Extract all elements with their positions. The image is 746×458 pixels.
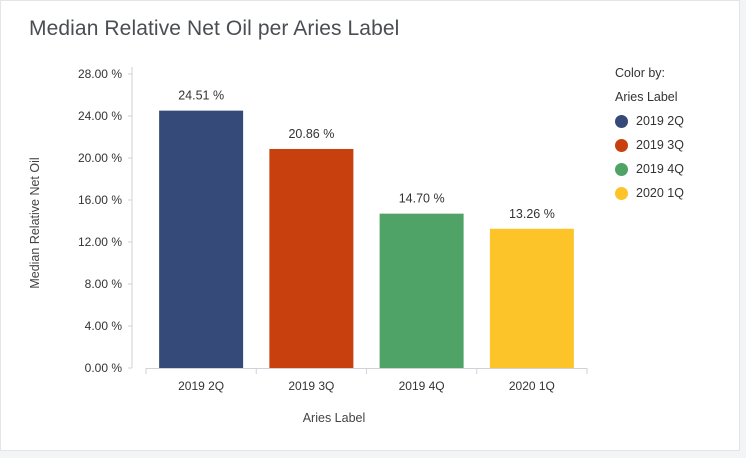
x-axis	[145, 368, 588, 374]
y-tick-label: 12.00 %	[78, 235, 122, 249]
y-tick-label: 28.00 %	[78, 67, 122, 81]
x-tick-label: 2019 2Q	[178, 379, 224, 393]
legend-swatch-icon	[615, 138, 628, 152]
bar	[159, 110, 244, 369]
bars: 24.51 % 2019 2Q 20.86 % 2019 3Q 14.70 % 2019 …	[159, 89, 574, 393]
bar	[489, 228, 574, 368]
legend-label: 2019 2Q	[636, 114, 684, 128]
bar	[269, 148, 354, 368]
y-tick-label: 24.00 %	[78, 109, 122, 123]
y-tick-label: 4.00 %	[85, 319, 123, 333]
legend-swatch-icon	[615, 114, 628, 128]
legend-subtitle: Aries Label	[615, 90, 678, 104]
data-label: 14.70 %	[399, 192, 445, 206]
x-tick-label: 2020 1Q	[509, 379, 555, 393]
legend-label: 2019 4Q	[636, 162, 684, 176]
y-tick-label: 0.00 %	[85, 361, 123, 375]
legend-label: 2020 1Q	[636, 186, 684, 200]
chart-title: Median Relative Net Oil per Aries Label	[29, 17, 400, 40]
legend-swatch-icon	[615, 162, 628, 176]
x-tick-label: 2019 3Q	[288, 379, 334, 393]
data-label: 20.86 %	[288, 127, 334, 141]
y-axis-title: Median Relative Net Oil	[28, 157, 42, 288]
legend-item[interactable]: 2019 2Q	[615, 109, 684, 133]
data-label: 24.51 %	[178, 89, 224, 103]
legend-item[interactable]: 2019 3Q	[615, 133, 684, 157]
bar	[379, 213, 464, 368]
legend-swatch-icon	[615, 186, 628, 200]
x-tick-label: 2019 4Q	[399, 379, 445, 393]
legend: Color by: Aries Label 2019 2Q 2019 3Q 20…	[615, 61, 684, 205]
x-axis-title: Aries Label	[303, 411, 366, 425]
y-tick-label: 16.00 %	[78, 193, 122, 207]
legend-item[interactable]: 2020 1Q	[615, 181, 684, 205]
legend-title: Color by:	[615, 66, 666, 80]
data-label: 13.26 %	[509, 207, 555, 221]
legend-item[interactable]: 2019 4Q	[615, 157, 684, 181]
chart-panel: Median Relative Net Oil per Aries Label …	[0, 0, 740, 451]
y-tick-label: 8.00 %	[85, 277, 123, 291]
y-axis: 0.00 % 4.00 % 8.00 % 12.00 % 16.00 % 20.00 % 2…	[78, 67, 133, 375]
legend-label: 2019 3Q	[636, 138, 684, 152]
y-tick-label: 20.00 %	[78, 151, 122, 165]
